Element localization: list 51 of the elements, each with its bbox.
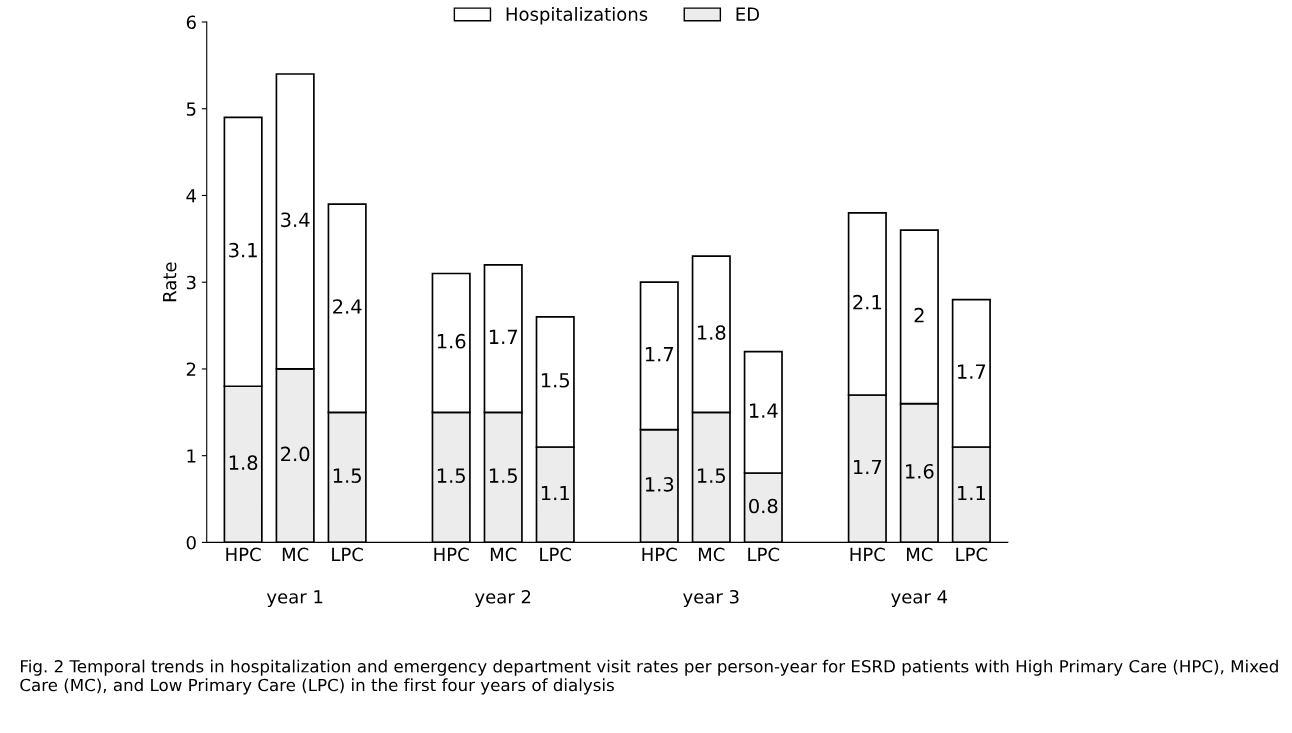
text: year 1 [266,590,323,608]
x-tick-label: HPC [642,547,677,562]
x-tick-label: LPC [956,547,988,562]
legend-label: Hospitalizations [506,7,648,25]
data-label: 1.4 [749,403,778,418]
y-tick-label: 3 [186,275,196,290]
y-tick-label: 5 [186,102,196,116]
data-label: 1.6 [906,463,934,479]
data-label: 1.1 [958,485,986,501]
x-tick-label: MC [282,547,309,562]
data-label: 1.5 [489,468,517,484]
data-label: 2.4 [333,299,362,314]
data-label: 3.4 [281,212,310,228]
text: year 2 [474,589,531,608]
x-tick-label: LPC [748,547,780,562]
x-tick-label: HPC [226,547,261,562]
legend-label: ED [736,7,760,21]
y-tick-label: 6 [186,15,196,30]
data-label: 1.7 [958,364,986,379]
y-tick-label: 4 [186,189,196,203]
x-tick-label: HPC [850,547,885,562]
data-label: 0.8 [749,498,778,514]
x-tick-label: MC [698,547,725,562]
data-label: 1.7 [489,329,518,344]
x-tick-label: LPC [540,547,572,562]
data-label: 2.1 [853,294,881,310]
y-tick-label: 2 [186,362,196,376]
data-label: 2 [914,307,924,323]
data-label: 1.7 [645,347,674,362]
x-tick-label: LPC [332,547,363,562]
caption: Fig. 2 Temporal trends in hospitalization and emergency department visit rates per person-year for ESRD patients with High Primary Care (HPC), Mixed Care (MC), and Low Primary Care (LPC) in the first four years of dialysis [20,659,1278,695]
data-label: 3.1 [229,242,257,258]
y-tick-label: 1 [187,449,196,463]
data-label: 2.0 [281,446,310,462]
text: year 4 [891,590,948,608]
data-label: 1.3 [645,476,674,492]
data-label: 1.7 [853,459,882,475]
x-tick-label: MC [490,547,517,562]
data-label: 1.8 [697,325,726,340]
data-label: 1.5 [541,373,569,388]
data-label: 1.1 [541,485,569,501]
data-label: 1.8 [229,455,258,470]
y-axis-title: Rate [163,262,177,302]
x-tick-label: MC [907,547,933,562]
y-tick-label: 0 [186,535,196,550]
text: year 3 [683,589,739,608]
data-label: 1.5 [437,468,465,484]
data-label: 1.6 [437,333,466,349]
data-label: 1.5 [333,468,361,484]
x-tick-label: HPC [434,547,469,562]
data-label: 1.5 [697,468,726,484]
